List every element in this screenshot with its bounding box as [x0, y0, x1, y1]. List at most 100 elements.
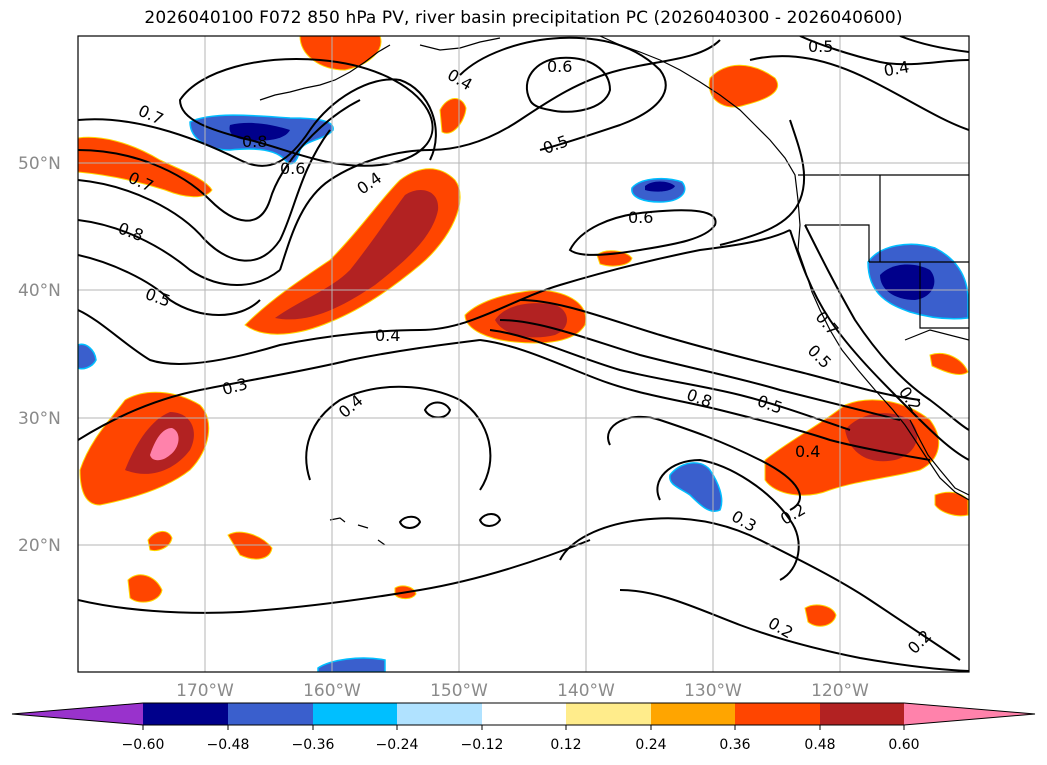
colorbar-segment-10 — [904, 703, 1035, 725]
coastline-aleutians — [259, 44, 391, 101]
contour-line — [479, 339, 931, 461]
contour-label: 0.5 — [808, 37, 833, 56]
contour-line — [78, 78, 437, 167]
precip-area-small-6 — [804, 604, 837, 627]
contour-line — [279, 39, 721, 271]
colorbar-tick-label: −0.36 — [292, 737, 335, 753]
colorbar: −0.60 −0.48 −0.36 −0.24 −0.12 0.12 0.24 … — [11, 702, 1036, 753]
colorbar-segment-1 — [143, 703, 228, 725]
contour-label: 0.4 — [795, 442, 820, 461]
contour-line — [478, 513, 502, 527]
state-border-5 — [904, 329, 969, 341]
contour-line — [78, 219, 281, 286]
coastlines — [259, 36, 969, 546]
colorbar-tick-label: −0.24 — [376, 737, 419, 753]
contour-line — [607, 415, 801, 511]
colorbar-tick-label: −0.60 — [122, 737, 165, 753]
contour-line — [719, 119, 806, 246]
colorbar-segment-6 — [566, 703, 651, 725]
precip-area-alaska-top — [299, 36, 382, 71]
contour-line — [423, 401, 452, 419]
lat-label-50n: 50°N — [18, 154, 61, 174]
precip-area-neg-south — [669, 462, 723, 512]
contour-line — [799, 36, 969, 66]
contour-line — [78, 229, 791, 365]
colorbar-segment-8 — [735, 703, 820, 725]
contour-label: 0.6 — [280, 159, 305, 178]
lat-label-30n: 30°N — [18, 409, 61, 429]
coastline-alaska-south — [419, 37, 501, 51]
contour-line — [525, 56, 612, 113]
precip-area-california-core — [845, 413, 918, 462]
precip-area-small-3 — [227, 531, 273, 560]
contour-line — [78, 129, 331, 262]
contour-line — [656, 458, 800, 581]
contour-line — [78, 539, 591, 614]
colorbar-segment-3 — [313, 703, 397, 725]
precip-area-north-pacific-core — [275, 190, 439, 320]
lon-label-170w: 170°W — [176, 681, 234, 701]
precip-area-neg-edge — [78, 343, 97, 370]
contour-label: 0.4 — [882, 57, 910, 80]
lon-label-120w: 120°W — [811, 681, 869, 701]
coastline-hawaii-2 — [357, 524, 369, 529]
contour-line — [305, 385, 492, 491]
contour-label: 0.6 — [628, 208, 653, 227]
longitude-labels: 170°W 160°W 150°W 140°W 130°W 120°W — [176, 681, 869, 701]
gridlines — [78, 36, 969, 672]
contour-line — [459, 36, 667, 151]
lon-label-140w: 140°W — [557, 681, 615, 701]
colorbar-ticks — [142, 725, 905, 730]
coastline-alaska-panhandle — [599, 36, 969, 501]
contour-line — [178, 58, 434, 167]
precip-area-neg-mid-core — [645, 181, 675, 192]
precip-area-small-5 — [147, 531, 173, 551]
colorbar-segment-0 — [12, 703, 143, 725]
lat-label-20n: 20°N — [18, 536, 61, 556]
precip-area-west-pacific-peak — [150, 428, 179, 461]
colorbar-segment-7 — [651, 703, 735, 725]
contour-line — [899, 36, 969, 53]
lon-label-150w: 150°W — [430, 681, 488, 701]
colorbar-segment-2 — [228, 703, 313, 725]
contour-label: 0.6 — [547, 57, 572, 76]
contour-line — [78, 99, 361, 222]
contour-line — [559, 517, 961, 661]
contour-line — [519, 299, 921, 401]
contour-line — [78, 254, 261, 316]
map-title: 2026040100 F072 850 hPa PV, river basin … — [144, 8, 903, 28]
contour-line — [749, 55, 969, 131]
colorbar-tick-label: 0.24 — [635, 737, 666, 753]
colorbar-tick-label: 0.36 — [719, 737, 750, 753]
latitude-labels: 50°N 40°N 30°N 20°N — [18, 154, 61, 556]
contour-line — [499, 319, 901, 421]
precip-negative-areas — [78, 114, 969, 672]
state-border-2 — [869, 261, 969, 329]
colorbar-tick-label: 0.12 — [550, 737, 581, 753]
coastline-baja — [909, 419, 969, 496]
colorbar-tick-label: 0.48 — [804, 737, 835, 753]
contour-line — [398, 515, 422, 529]
precip-area-alaska-panhandle — [708, 64, 778, 108]
lat-label-40n: 40°N — [18, 281, 61, 301]
colorbar-segment-4 — [397, 703, 482, 725]
precip-area-small-4 — [127, 574, 163, 603]
lon-label-130w: 130°W — [684, 681, 742, 701]
precip-area-neg-aleutian-core — [229, 122, 290, 141]
contour-line — [78, 339, 481, 441]
colorbar-segment-5 — [482, 703, 566, 725]
contour-line — [619, 589, 969, 672]
contour-line — [489, 329, 851, 431]
contour-line — [568, 209, 717, 256]
lon-label-160w: 160°W — [303, 681, 361, 701]
precip-area-small-7 — [929, 353, 969, 375]
colorbar-segment-9 — [820, 703, 904, 725]
contour-label: 0.8 — [242, 132, 267, 151]
contour-line — [804, 224, 969, 431]
precip-area-neg-nevada-core — [880, 264, 935, 300]
contour-label: 0.4 — [375, 326, 400, 345]
coastline-hawaii-3 — [377, 539, 386, 546]
colorbar-tick-label: 0.60 — [888, 737, 919, 753]
map-panel: 0.7 0.8 0.6 0.4 0.6 0.5 0.5 0.4 0.7 0.8 … — [78, 36, 969, 672]
